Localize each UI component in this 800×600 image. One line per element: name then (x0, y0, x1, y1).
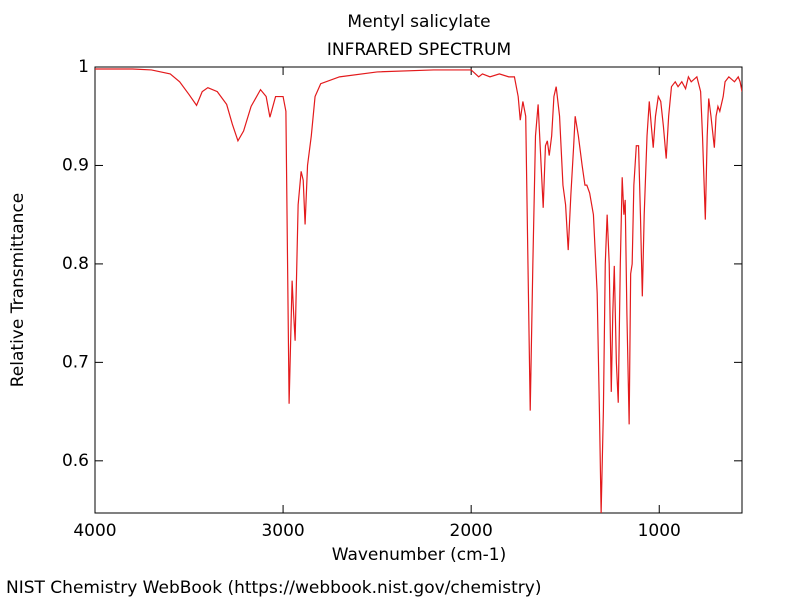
y-axis-label: Relative Transmittance (8, 193, 28, 388)
x-axis-label: Wavenumber (cm-1) (332, 545, 507, 565)
source-note: NIST Chemistry WebBook (https://webbook.… (6, 578, 541, 598)
plot-frame (94, 66, 743, 514)
y-tick-label: 0.6 (62, 451, 89, 471)
y-tick-label: 0.9 (62, 155, 89, 175)
y-tick-label: 1 (78, 57, 89, 77)
chart-subtitle: INFRARED SPECTRUM (327, 40, 511, 60)
x-tick-label: 1000 (638, 521, 681, 541)
y-tick-label: 0.7 (62, 352, 89, 372)
x-tick-label: 3000 (261, 521, 304, 541)
spectrum-line (95, 68, 742, 513)
chart-title: Mentyl salicylate (347, 12, 490, 32)
y-tick-label: 0.8 (62, 254, 89, 274)
x-tick-label: 4000 (73, 521, 116, 541)
x-tick-label: 2000 (450, 521, 493, 541)
